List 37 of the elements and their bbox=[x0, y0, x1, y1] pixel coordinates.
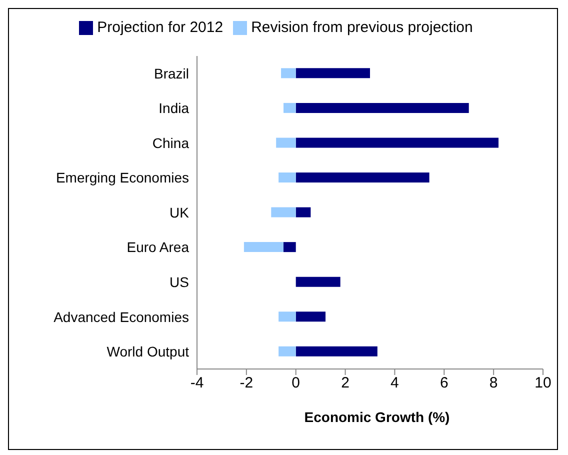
bar bbox=[284, 242, 296, 252]
y-tick-label: India bbox=[158, 100, 190, 116]
y-tick-label: Euro Area bbox=[126, 239, 190, 256]
bar bbox=[278, 312, 296, 322]
bar bbox=[296, 276, 340, 287]
x-tick-label: 4 bbox=[390, 374, 399, 392]
bar bbox=[271, 207, 296, 218]
y-tick-label: Brazil bbox=[154, 65, 189, 82]
y-tick-label: China bbox=[152, 134, 190, 151]
bar bbox=[296, 68, 370, 78]
legend-label: Revision from previous projection bbox=[251, 19, 473, 36]
x-tick-label: 2 bbox=[341, 374, 350, 392]
y-tick-label: World Output bbox=[106, 344, 190, 360]
x-axis-title: Economic Growth (%) bbox=[303, 409, 451, 425]
bar bbox=[278, 346, 296, 356]
bar bbox=[296, 312, 326, 322]
x-tick-label: 6 bbox=[440, 374, 448, 392]
x-tick-label: 0 bbox=[292, 374, 300, 392]
bar bbox=[296, 138, 499, 148]
x-tick-label: -2 bbox=[240, 374, 254, 392]
x-tick-label: 8 bbox=[489, 374, 498, 392]
bar bbox=[276, 138, 296, 148]
y-tick-label: UK bbox=[170, 204, 190, 220]
bar bbox=[296, 172, 430, 183]
bar bbox=[296, 207, 311, 218]
y-tick-label: US bbox=[170, 274, 189, 290]
legend-label: Projection for 2012 bbox=[97, 19, 224, 36]
x-tick-label: 10 bbox=[534, 374, 552, 392]
x-tick-label: -4 bbox=[190, 374, 204, 392]
y-tick-label: Advanced Economies bbox=[54, 308, 189, 325]
bar bbox=[296, 102, 469, 113]
bar bbox=[284, 102, 296, 113]
bar bbox=[296, 346, 378, 356]
y-tick-label: Emerging Economies bbox=[56, 170, 189, 186]
bar bbox=[281, 68, 296, 78]
bar bbox=[278, 172, 296, 183]
bar bbox=[244, 242, 284, 252]
